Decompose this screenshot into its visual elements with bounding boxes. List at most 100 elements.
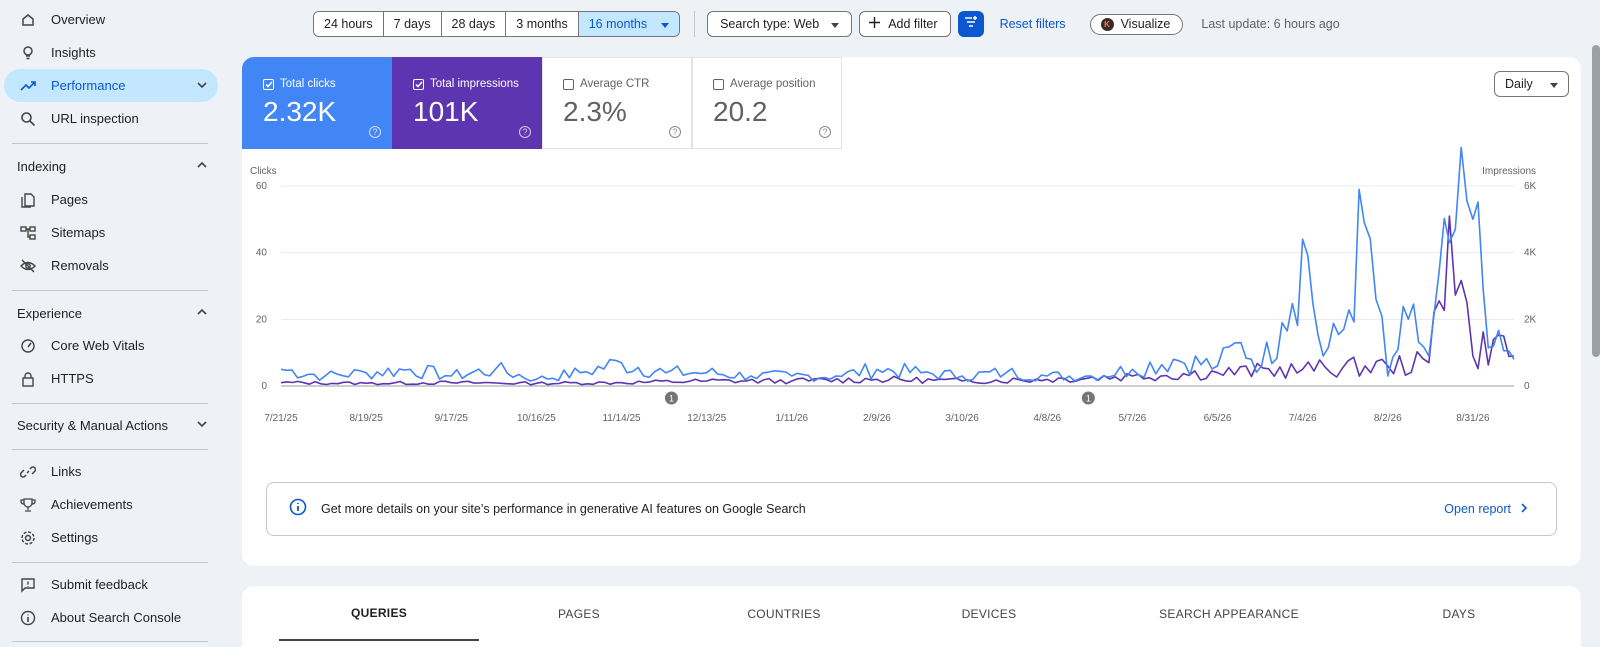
section-header-experience[interactable]: Experience <box>4 298 218 328</box>
sidebar-item-pages[interactable]: Pages <box>4 183 218 216</box>
sidebar-item-performance[interactable]: Performance <box>4 69 218 102</box>
section-header-indexing[interactable]: Indexing <box>4 151 218 181</box>
sidebar-item-label: About Search Console <box>51 610 182 625</box>
section-header-label: Security & Manual Actions <box>17 417 169 433</box>
visualize-logo-icon: K <box>1100 17 1114 31</box>
x-tick-label: 7/4/26 <box>1289 413 1317 424</box>
sidebar-divider <box>12 290 208 291</box>
banner-text: Get more details on your site’s performa… <box>321 502 806 516</box>
sidebar-item-submit-feedback[interactable]: Submit feedback <box>4 568 218 601</box>
y-axis-label-left: Clicks <box>250 166 277 177</box>
sidebar-item-about[interactable]: About Search Console <box>4 601 218 634</box>
range-3-months[interactable]: 3 months <box>506 12 579 36</box>
sidebar-item-label: Pages <box>51 192 88 207</box>
search-icon <box>20 111 36 127</box>
series-line-clicks <box>280 146 1515 382</box>
caret-down-icon <box>831 17 840 31</box>
sidebar-item-label: URL inspection <box>51 111 139 126</box>
help-icon[interactable]: ? <box>669 126 681 138</box>
performance-card: Total clicks 2.32K ? Total impressions 1… <box>242 57 1581 566</box>
y-tick-label-left: 40 <box>256 248 268 259</box>
metric-value: 2.32K <box>263 96 337 127</box>
sidebar-divider <box>12 143 208 144</box>
help-icon[interactable]: ? <box>519 126 531 138</box>
range-24-hours[interactable]: 24 hours <box>314 12 384 36</box>
sidebar-item-core-web-vitals[interactable]: Core Web Vitals <box>4 329 218 362</box>
x-tick-label: 9/17/25 <box>435 413 469 424</box>
help-icon[interactable]: ? <box>369 126 381 138</box>
sitemap-icon <box>20 225 36 241</box>
x-tick-label: 11/14/25 <box>602 413 641 424</box>
metric-total-clicks[interactable]: Total clicks 2.32K ? <box>242 57 392 149</box>
x-tick-label: 6/5/26 <box>1204 413 1232 424</box>
last-update-text: Last update: 6 hours ago <box>1201 17 1340 31</box>
sidebar-item-label: Overview <box>51 12 106 27</box>
checkbox-unchecked-icon <box>563 78 574 90</box>
plus-icon <box>869 17 881 31</box>
page-scrollbar[interactable] <box>1592 45 1600 357</box>
sidebar-item-achievements[interactable]: Achievements <box>4 488 218 521</box>
range-7-days[interactable]: 7 days <box>383 12 442 36</box>
sidebar-item-sitemaps[interactable]: Sitemaps <box>4 216 218 249</box>
filter-options-button[interactable] <box>957 11 984 37</box>
lock-icon <box>20 371 36 387</box>
chevron-up-icon <box>196 159 208 174</box>
search-type-dropdown[interactable]: Search type: Web <box>707 11 853 37</box>
tab-pages[interactable]: PAGES <box>558 606 600 621</box>
sidebar-divider <box>12 403 208 404</box>
x-tick-label: 10/16/25 <box>517 413 556 424</box>
y-tick-label-left: 20 <box>256 314 268 325</box>
chevron-right-icon <box>1521 502 1528 516</box>
visualize-button[interactable]: K Visualize <box>1089 13 1184 35</box>
tab-queries[interactable]: QUERIES <box>279 586 479 641</box>
tab-days[interactable]: DAYS <box>1442 606 1476 621</box>
sidebar-item-https[interactable]: HTTPS <box>4 362 218 395</box>
range-28-days[interactable]: 28 days <box>441 12 507 36</box>
search-type-label: Search type: Web <box>720 17 820 31</box>
trending-up-icon <box>20 78 36 94</box>
caret-down-icon <box>1550 77 1558 91</box>
x-tick-label: 4/8/26 <box>1033 413 1061 424</box>
metric-label: Average CTR <box>580 78 650 90</box>
trophy-icon <box>20 497 36 513</box>
link-icon <box>20 464 36 480</box>
sidebar-item-removals[interactable]: Removals <box>4 249 218 282</box>
date-range-selector: 24 hours 7 days 28 days 3 months 16 mont… <box>313 11 681 37</box>
x-tick-label: 5/7/26 <box>1118 413 1146 424</box>
range-16-months[interactable]: 16 months <box>578 12 680 36</box>
x-tick-label: 8/19/25 <box>349 413 383 424</box>
open-report-link[interactable]: Open report <box>1444 502 1528 516</box>
sidebar-item-links[interactable]: Links <box>4 455 218 488</box>
x-tick-label: 3/10/26 <box>945 413 979 424</box>
sidebar-item-label: Links <box>51 464 82 479</box>
tab-countries[interactable]: COUNTRIES <box>747 606 821 621</box>
add-filter-button[interactable]: Add filter <box>859 11 951 37</box>
x-tick-label: 7/21/25 <box>264 413 298 424</box>
help-icon[interactable]: ? <box>819 126 831 138</box>
sidebar-item-url-inspection[interactable]: URL inspection <box>4 102 218 135</box>
chevron-down-icon <box>196 418 208 433</box>
gauge-icon <box>20 338 36 354</box>
sidebar-item-label: Performance <box>51 78 126 93</box>
lightbulb-icon <box>20 45 36 61</box>
sidebar-item-overview[interactable]: Overview <box>4 3 218 36</box>
metric-average-ctr[interactable]: Average CTR 2.3% ? <box>542 57 692 149</box>
sidebar-divider <box>12 641 208 642</box>
metric-label: Total clicks <box>280 78 336 90</box>
checkbox-checked-icon <box>263 78 274 90</box>
filter-list-icon <box>964 15 978 33</box>
reset-filters-link[interactable]: Reset filters <box>999 17 1066 31</box>
sidebar-item-label: Achievements <box>51 497 133 512</box>
sidebar-item-settings[interactable]: Settings <box>4 521 218 554</box>
metric-total-impressions[interactable]: Total impressions 101K ? <box>392 57 542 149</box>
x-tick-label: 2/9/26 <box>863 413 891 424</box>
metric-label: Total impressions <box>430 78 519 90</box>
tab-search-appearance[interactable]: SEARCH APPEARANCE <box>1159 606 1299 621</box>
x-tick-label: 12/13/25 <box>687 413 726 424</box>
tab-devices[interactable]: DEVICES <box>961 606 1017 621</box>
granularity-dropdown[interactable]: Daily <box>1494 71 1569 97</box>
section-header-security[interactable]: Security & Manual Actions <box>4 410 218 440</box>
sidebar-item-insights[interactable]: Insights <box>4 36 218 69</box>
metric-average-position[interactable]: Average position 20.2 ? <box>692 57 842 149</box>
performance-chart: Clicks Impressions 60 40 20 0 6K 4K 2K 0 7/21/25 8/… <box>250 146 1537 424</box>
